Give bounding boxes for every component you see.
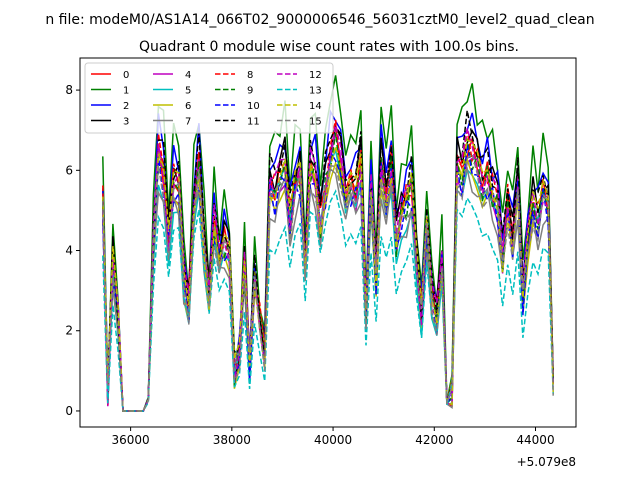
x-tick-label: 40000 — [314, 433, 352, 447]
legend-label-9: 9 — [247, 86, 253, 97]
x-tick-label: 38000 — [213, 433, 251, 447]
x-tick-label: 42000 — [415, 433, 453, 447]
chart-title: Quadrant 0 module wise count rates with … — [139, 39, 519, 55]
y-tick-label: 0 — [65, 404, 73, 418]
x-axis: 36000 38000 40000 42000 44000 — [112, 427, 555, 447]
legend-label-13: 13 — [309, 86, 322, 97]
series-line-13 — [102, 189, 554, 412]
series-line-9 — [102, 132, 554, 412]
y-tick-label: 2 — [65, 324, 73, 338]
legend-label-15: 15 — [309, 117, 322, 128]
legend-label-2: 2 — [123, 101, 129, 112]
legend-frame — [84, 62, 334, 134]
y-axis: 0 2 4 6 8 — [65, 83, 80, 418]
legend-label-12: 12 — [309, 70, 322, 81]
y-tick-label: 8 — [65, 83, 73, 97]
series-line-10 — [102, 144, 554, 412]
figure-suptitle: n file: modeM0/AS1A14_066T02_9000006546_… — [45, 12, 594, 28]
series-line-11 — [102, 110, 554, 412]
legend-label-7: 7 — [185, 117, 191, 128]
legend-label-14: 14 — [309, 101, 322, 112]
series-line-6 — [102, 151, 554, 412]
legend-label-10: 10 — [247, 101, 260, 112]
x-tick-label: 44000 — [516, 433, 554, 447]
series-line-15 — [102, 152, 554, 412]
legend-label-6: 6 — [185, 101, 191, 112]
y-tick-label: 6 — [65, 163, 73, 177]
x-tick-label: 36000 — [112, 433, 150, 447]
legend-label-4: 4 — [185, 70, 191, 81]
legend-label-0: 0 — [123, 70, 129, 81]
legend-label-8: 8 — [247, 70, 253, 81]
legend-label-5: 5 — [185, 86, 191, 97]
legend-label-11: 11 — [247, 117, 260, 128]
x-offset-label: +5.079e8 — [517, 455, 576, 469]
plot-frame — [79, 57, 577, 428]
series-line-14 — [102, 138, 554, 412]
legend-label-1: 1 — [123, 86, 129, 97]
legend-label-3: 3 — [123, 117, 129, 128]
y-tick-label: 4 — [65, 244, 73, 258]
series-layer — [102, 75, 554, 412]
